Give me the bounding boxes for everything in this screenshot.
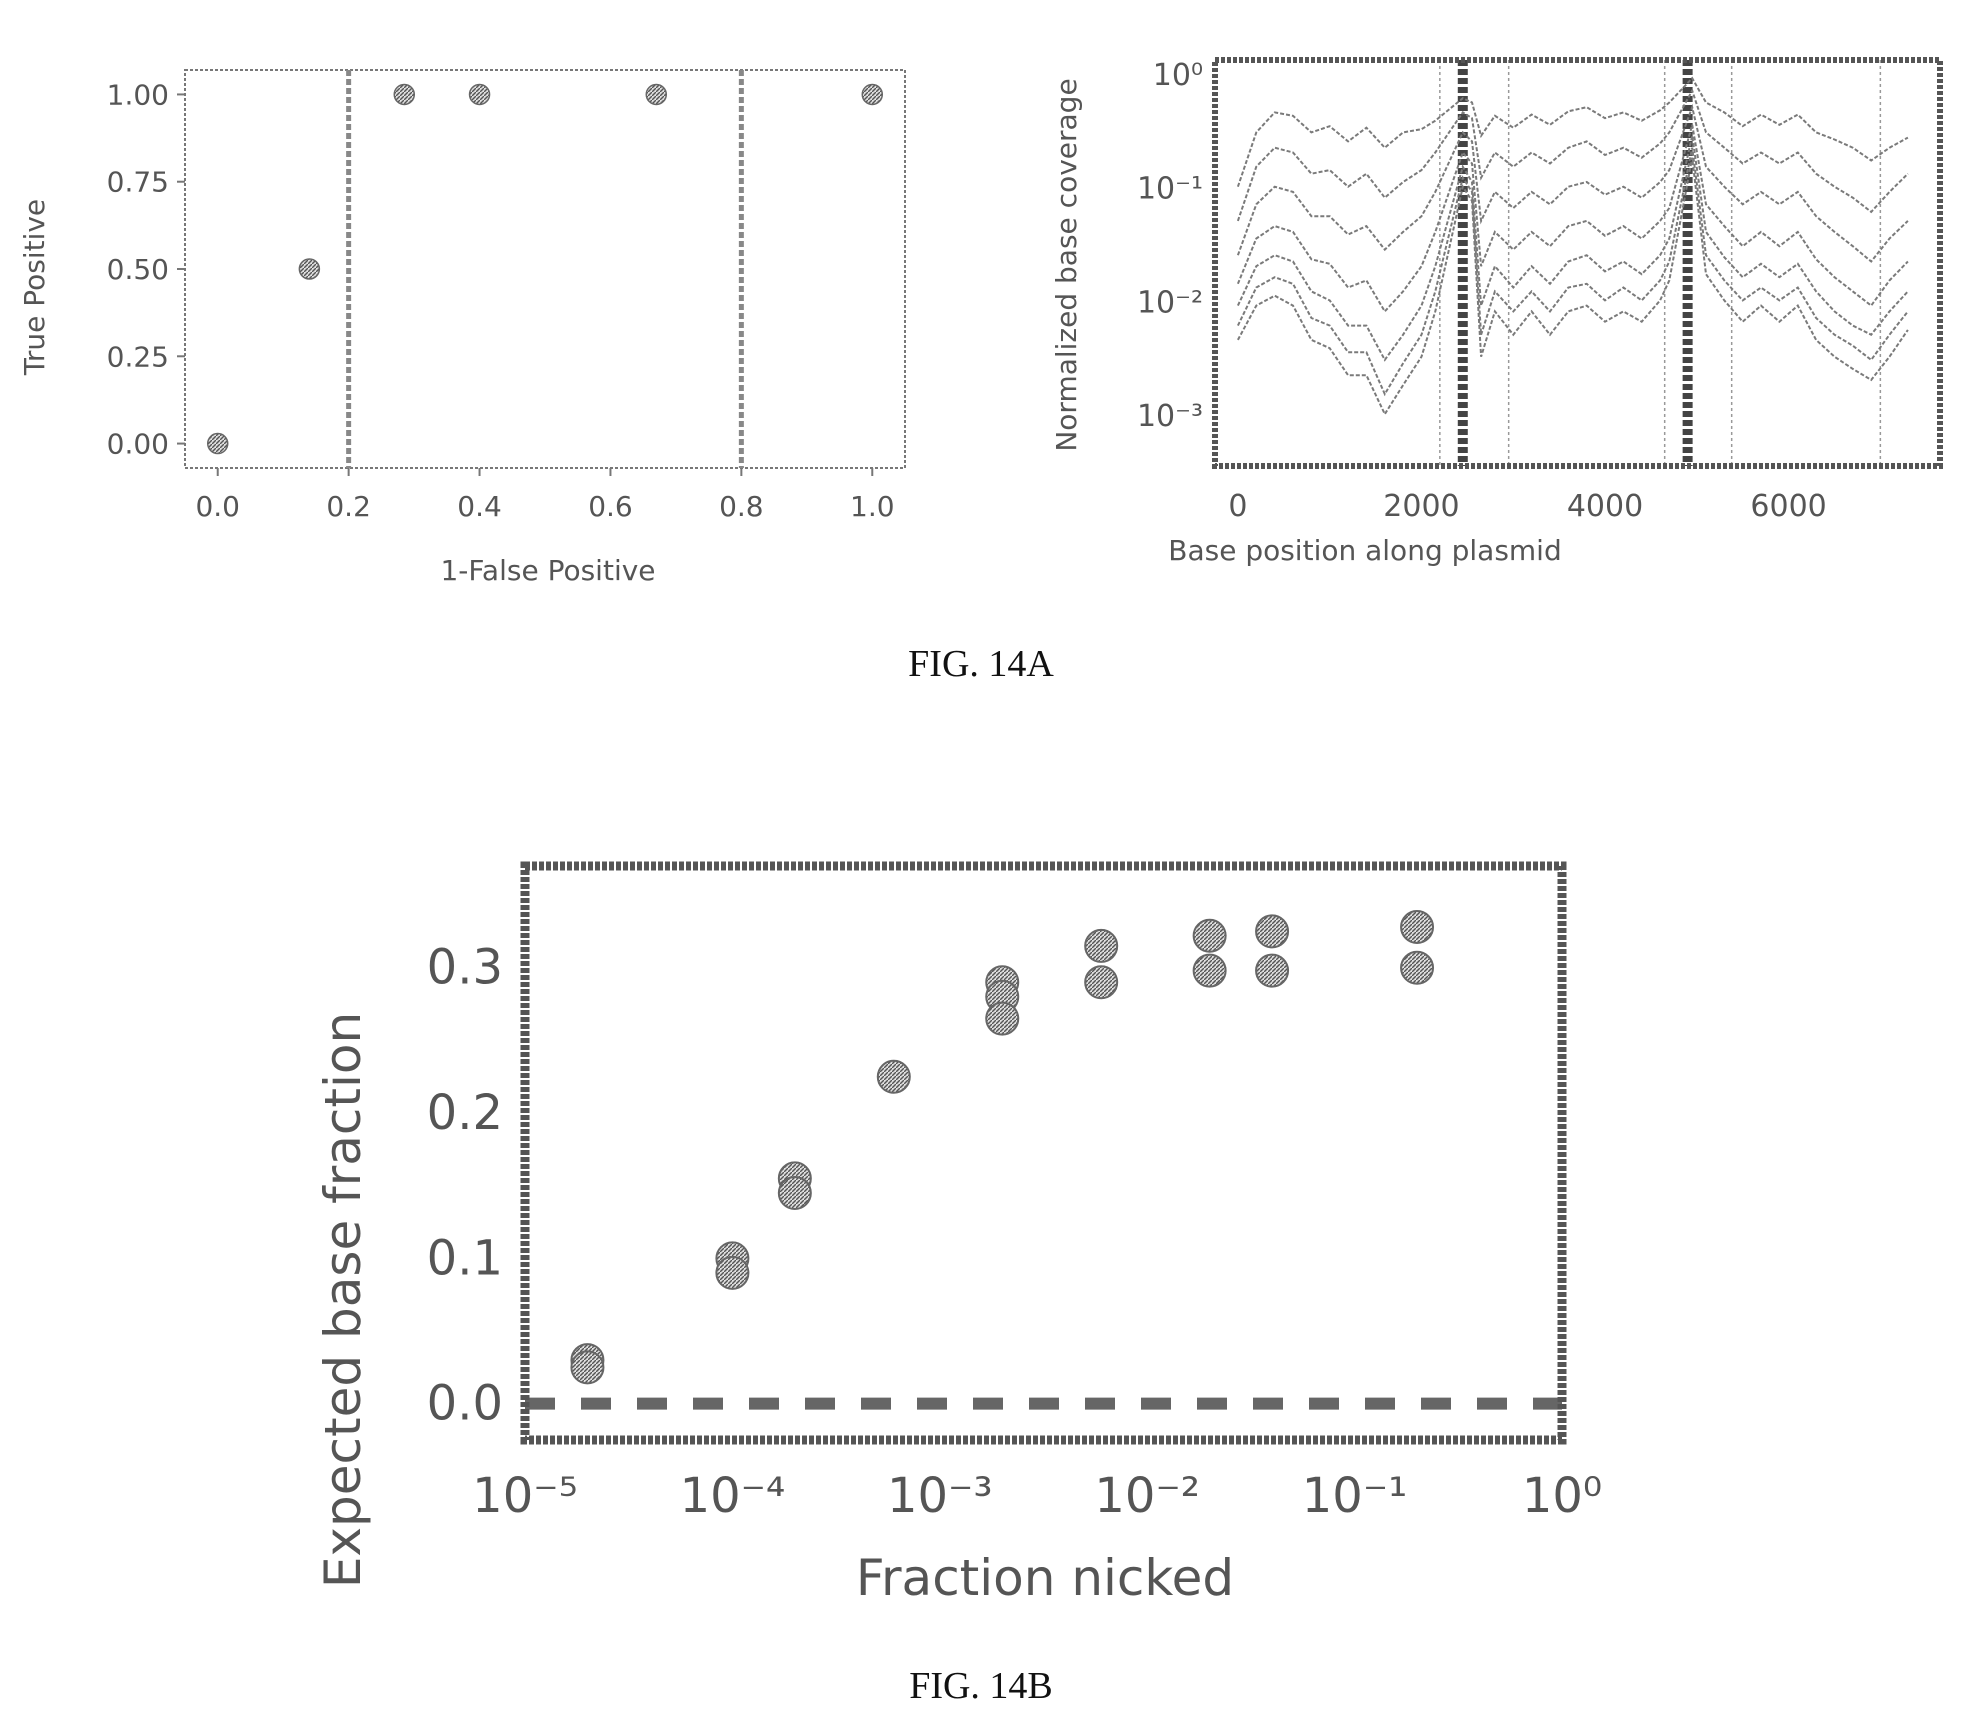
nicked-x-axis-label: Fraction nicked — [856, 1549, 1234, 1607]
roc-point — [645, 83, 668, 106]
coverage-x-tick-label: 4000 — [1567, 489, 1643, 524]
nicked-y-axis-label: Expected base fraction — [314, 1012, 372, 1588]
coverage-y-tick-label: 10⁻³ — [1137, 399, 1203, 434]
coverage-y-tick-label: 10⁻¹ — [1137, 172, 1203, 207]
coverage-y-tick-label: 10⁰ — [1153, 58, 1203, 93]
roc-x-tick-label: 1.0 — [850, 490, 895, 523]
nicked-point — [1192, 953, 1227, 988]
nicked-point — [715, 1255, 750, 1290]
roc-y-tick-label: 0.00 — [107, 428, 169, 461]
roc-x-tick-label: 0.4 — [457, 490, 502, 523]
nicked-point — [1084, 965, 1119, 1000]
nicked-y-tick-label: 0.3 — [427, 940, 503, 996]
coverage-plot-frame — [1212, 57, 1943, 469]
nicked-x-tick-label: 10⁰ — [1522, 1468, 1602, 1524]
figure-caption-14b: FIG. 14B — [909, 1665, 1053, 1707]
roc-plot-frame — [184, 69, 906, 469]
coverage-x-tick-label: 6000 — [1750, 489, 1826, 524]
figure-caption-14a: FIG. 14A — [908, 643, 1054, 685]
nicked-x-tick-label: 10⁻⁵ — [472, 1468, 578, 1524]
coverage-series-line — [1236, 124, 1909, 314]
nicked-x-ticks: 10⁻⁵ 10⁻⁴ 10⁻³ 10⁻² 10⁻¹ 10⁰ — [472, 1468, 1602, 1524]
coverage-y-axis-label: Normalized base coverage — [1050, 78, 1083, 451]
coverage-y-ticks: 10⁰ 10⁻¹ 10⁻² 10⁻³ — [1137, 58, 1203, 434]
nicked-y-tick-label: 0.1 — [427, 1230, 503, 1286]
nicked-x-tick-label: 10⁻³ — [887, 1468, 993, 1524]
nicked-plot-area — [520, 861, 1567, 1445]
coverage-line-chart: 0 2000 4000 6000 10⁰ 10⁻¹ 10⁻² 10⁻³ Base posit… — [1050, 57, 1943, 567]
nicked-point — [777, 1175, 812, 1210]
roc-x-tick-label: 0.8 — [719, 490, 764, 523]
roc-point — [393, 83, 416, 106]
roc-x-axis-label: 1-False Positive — [440, 554, 655, 587]
nicked-scatter-chart: 10⁻⁵ 10⁻⁴ 10⁻³ 10⁻² 10⁻¹ 10⁰ 0.0 0.1 0.2 0.3 Fra… — [314, 861, 1602, 1607]
roc-x-tick-label: 0.2 — [326, 490, 371, 523]
coverage-series-line — [1236, 88, 1909, 222]
roc-plot-area — [184, 69, 906, 469]
nicked-y-tick-label: 0.2 — [427, 1085, 503, 1141]
roc-point — [468, 83, 491, 106]
roc-y-axis-label: True Positive — [18, 199, 51, 376]
roc-point — [206, 432, 229, 455]
nicked-point — [1400, 950, 1435, 985]
coverage-x-ticks: 0 2000 4000 6000 — [1228, 489, 1826, 524]
roc-point — [298, 258, 321, 280]
roc-y-tick-label: 0.50 — [107, 253, 169, 286]
roc-scatter-chart: 0.0 0.2 0.4 0.6 0.8 1.0 0.000.250.500.751.00 … — [18, 69, 906, 587]
roc-x-ticks: 0.0 0.2 0.4 0.6 0.8 1.0 — [195, 468, 895, 523]
coverage-y-tick-label: 10⁻² — [1137, 285, 1203, 320]
roc-y-tick-label: 1.00 — [107, 78, 169, 111]
coverage-series-line — [1236, 103, 1909, 263]
nicked-x-tick-label: 10⁻² — [1094, 1468, 1200, 1524]
nicked-plot-frame — [520, 861, 1567, 1445]
nicked-point — [1400, 910, 1435, 945]
nicked-point — [1255, 953, 1290, 988]
coverage-x-tick-label: 0 — [1228, 489, 1247, 524]
roc-y-ticks: 0.00 0.25 0.50 0.75 1.00 — [107, 78, 185, 461]
nicked-point — [1192, 918, 1227, 953]
coverage-x-tick-label: 2000 — [1383, 489, 1459, 524]
coverage-series-line — [1236, 147, 1909, 397]
nicked-point — [1255, 914, 1290, 949]
roc-x-tick-label: 0.6 — [588, 490, 633, 523]
coverage-series-line — [1236, 135, 1909, 362]
nicked-x-tick-label: 10⁻¹ — [1302, 1468, 1408, 1524]
roc-x-tick-label: 0.0 — [195, 490, 240, 523]
nicked-point — [985, 1001, 1020, 1036]
nicked-point — [876, 1059, 911, 1094]
roc-point — [861, 83, 884, 106]
roc-y-tick-label: 0.25 — [107, 340, 169, 373]
coverage-plot-area — [1212, 57, 1943, 469]
nicked-point — [570, 1350, 605, 1385]
roc-y-tick-label: 0.75 — [107, 166, 169, 199]
nicked-x-tick-label: 10⁻⁴ — [680, 1468, 786, 1524]
coverage-series-line — [1236, 76, 1909, 188]
nicked-y-tick-label: 0.0 — [427, 1376, 503, 1432]
nicked-y-ticks: 0.0 0.1 0.2 0.3 — [427, 940, 503, 1432]
nicked-point — [1084, 928, 1119, 963]
coverage-x-axis-label: Base position along plasmid — [1168, 534, 1562, 567]
